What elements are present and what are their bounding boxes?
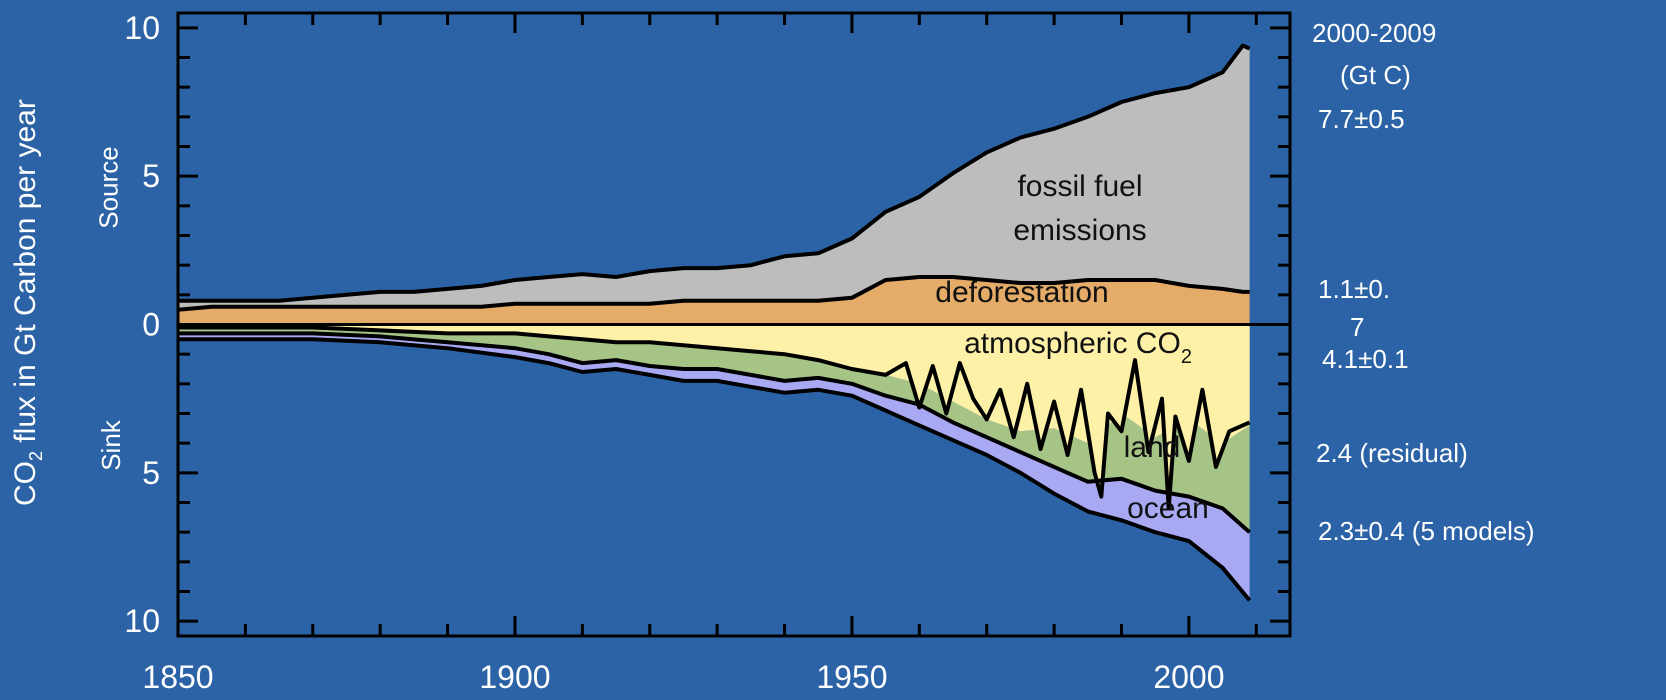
y-tick-label: 5 [142, 158, 160, 194]
atmospheric-annotation: atmospheric CO2 [964, 327, 1192, 368]
sink-label: Sink [95, 420, 126, 471]
deforestation-value-line1: 1.1±0. [1318, 274, 1391, 304]
land-annotation: land [1124, 431, 1181, 464]
y-tick-label: 10 [124, 10, 160, 46]
land-line [178, 331, 1251, 534]
atmospheric-value: 4.1±0.1 [1322, 344, 1409, 374]
deforestation-annotation: deforestation [935, 276, 1108, 309]
tick-labels: 10 5 0 5 10 1850 1900 1950 2000 [124, 10, 1224, 695]
source-label: Source [93, 146, 124, 229]
axis-ticks [176, 13, 1290, 636]
unit-label: (Gt C) [1340, 60, 1411, 90]
y-tick-label: 10 [124, 603, 160, 639]
fossil-annotation-1: fossil fuel [1017, 170, 1142, 203]
ocean-area [178, 333, 1250, 601]
y-axis-label: CO2 flux in Gt Carbon per year [9, 99, 46, 506]
deforestation-line [177, 275, 1250, 312]
y-tick-label: 0 [142, 307, 160, 343]
deforestation-value-line2: 7 [1350, 312, 1365, 342]
atmospheric-line [178, 325, 1251, 511]
period-label: 2000-2009 [1312, 18, 1437, 48]
x-tick-label: 1850 [142, 659, 213, 695]
fossil-area [178, 45, 1250, 310]
boundary-lines [177, 43, 1290, 602]
atmospheric-variability-area [905, 324, 1250, 509]
fossil-annotation-2: emissions [1013, 214, 1146, 247]
land-value: 2.4 (residual) [1316, 438, 1468, 468]
ocean-value: 2.3±0.4 (5 models) [1318, 516, 1535, 546]
deforestation-area [178, 277, 1250, 325]
ocean-annotation: ocean [1127, 492, 1209, 525]
x-tick-label: 1900 [479, 659, 550, 695]
x-tick-label: 2000 [1153, 659, 1224, 695]
fossil-line [178, 43, 1251, 303]
ocean-line [178, 337, 1252, 602]
fossil-value: 7.7±0.5 [1318, 104, 1405, 134]
y-tick-label: 5 [142, 455, 160, 491]
x-tick-label: 1950 [816, 659, 887, 695]
